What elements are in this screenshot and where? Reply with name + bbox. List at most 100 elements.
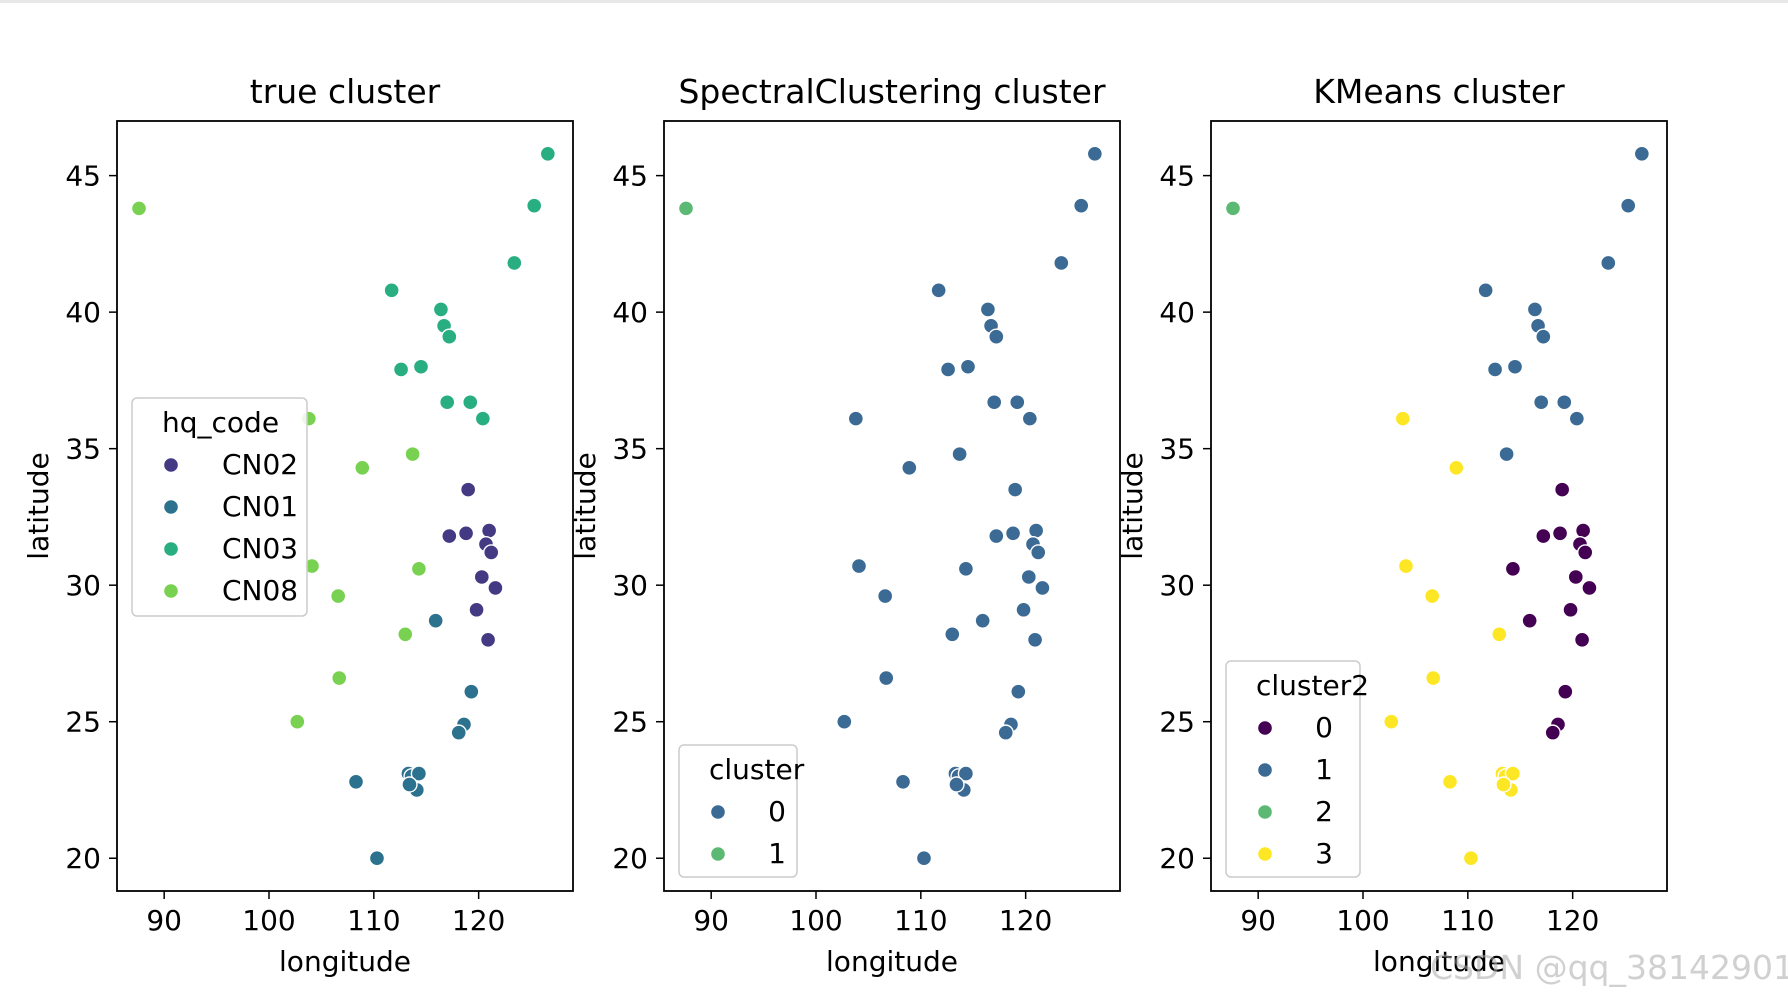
scatter-point [1533, 394, 1550, 411]
scatter-point [1544, 724, 1561, 741]
scatter-point [1491, 626, 1508, 643]
scatter-point [401, 776, 418, 793]
legend: cluster2 0 1 2 3 [1225, 660, 1369, 878]
scatter-point [677, 200, 695, 217]
legend-marker [162, 456, 180, 474]
scatter-point [1053, 254, 1070, 272]
y-tick-label: 25 [65, 706, 101, 739]
scatter-point [901, 459, 918, 476]
scatter-point [439, 394, 456, 411]
y-tick-label: 30 [1159, 569, 1195, 602]
legend: cluster 0 1 [678, 744, 805, 878]
scatter-point [459, 481, 477, 498]
subplot-2: SpectralClustering cluster 90 100 110 120 20 2… [569, 72, 1121, 978]
scatter-point [479, 631, 497, 648]
subplot-title: true cluster [250, 72, 441, 111]
scatter-point [1462, 850, 1480, 867]
legend-marker [162, 582, 180, 600]
scatter-point [1498, 445, 1515, 463]
y-tick-label: 35 [65, 433, 101, 466]
x-tick-label: 100 [1336, 904, 1389, 937]
legend-marker [1256, 845, 1274, 863]
scatter-point [462, 394, 479, 411]
scatter-point [847, 410, 865, 427]
y-tick-label: 30 [612, 569, 648, 602]
scatter-point [441, 328, 458, 345]
scatter-point [410, 560, 428, 578]
scatter-point [329, 587, 347, 605]
legend-label: 3 [1315, 837, 1333, 870]
plot-frame [663, 120, 1121, 892]
scatter-point [392, 361, 410, 378]
scatter-point [1581, 579, 1598, 597]
y-tick-label: 35 [612, 433, 648, 466]
x-tick-label: 110 [894, 904, 947, 937]
legend-marker [1256, 761, 1274, 779]
scatter-point [526, 197, 543, 214]
scatter-point [974, 612, 991, 629]
x-tick-label: 90 [693, 904, 729, 937]
scatter-point [1506, 358, 1524, 375]
plot-frame [116, 120, 574, 892]
legend-marker [1256, 803, 1274, 821]
scatter-point [1027, 522, 1045, 539]
scatter-point [1551, 525, 1569, 542]
legend-title: cluster [709, 753, 805, 786]
scatter-point [506, 254, 523, 272]
scatter-point [1577, 544, 1594, 561]
y-axis-label: latitude [22, 452, 55, 559]
scatter-point [404, 445, 421, 463]
scatter-point [997, 724, 1014, 741]
x-axis-label: longitude [279, 945, 411, 978]
scatter-point [1567, 568, 1585, 586]
x-tick-label: 90 [146, 904, 182, 937]
scatter-point [1006, 481, 1024, 498]
scatter-point [1557, 683, 1574, 700]
scatter-point [483, 544, 500, 561]
scatter-point [988, 328, 1005, 345]
scatter-point [979, 301, 997, 318]
x-axis-label: longitude [826, 945, 958, 978]
y-tick-label: 30 [65, 569, 101, 602]
scatter-point [1425, 669, 1442, 687]
scatter-point [1224, 200, 1242, 217]
scatter-point [1009, 394, 1026, 411]
x-tick-label: 110 [347, 904, 400, 937]
scatter-point [432, 301, 450, 318]
scatter-point [457, 525, 475, 542]
scatter-point [951, 445, 968, 463]
legend-label: 1 [768, 837, 786, 870]
y-tick-label: 45 [1159, 160, 1195, 193]
legend-title: hq_code [162, 406, 279, 439]
legend-label: 0 [768, 795, 786, 828]
scatter-point [1600, 254, 1617, 272]
scatter-point [1573, 631, 1591, 648]
scatter-point [410, 765, 428, 782]
scatter-point [948, 776, 965, 793]
scatter-point [1633, 145, 1651, 162]
legend-marker [162, 498, 180, 516]
x-axis-label: longitude [1373, 945, 1505, 978]
legend-title: cluster2 [1256, 669, 1369, 702]
scatter-point [1535, 527, 1552, 545]
scatter-point [1553, 481, 1571, 498]
x-tick-label: 120 [452, 904, 505, 937]
scatter-point [427, 612, 444, 629]
scatter-point [1026, 631, 1044, 648]
scatter-point [1535, 328, 1552, 345]
scatter-point [957, 765, 975, 782]
scatter-point [463, 683, 480, 700]
scatter-point [1021, 410, 1039, 427]
scatter-point [957, 560, 975, 578]
scatter-point [480, 522, 498, 539]
scatter-point [1620, 197, 1637, 214]
legend-label: 0 [1315, 711, 1333, 744]
scatter-point [289, 713, 306, 730]
legend-box [1225, 660, 1361, 878]
subplot-1: true cluster 90 100 110 120 20 25 30 35 40 45 longi… [22, 72, 574, 978]
x-tick-label: 120 [999, 904, 1052, 937]
x-tick-label: 100 [242, 904, 295, 937]
scatter-point [1568, 410, 1586, 427]
legend-box [678, 744, 798, 878]
